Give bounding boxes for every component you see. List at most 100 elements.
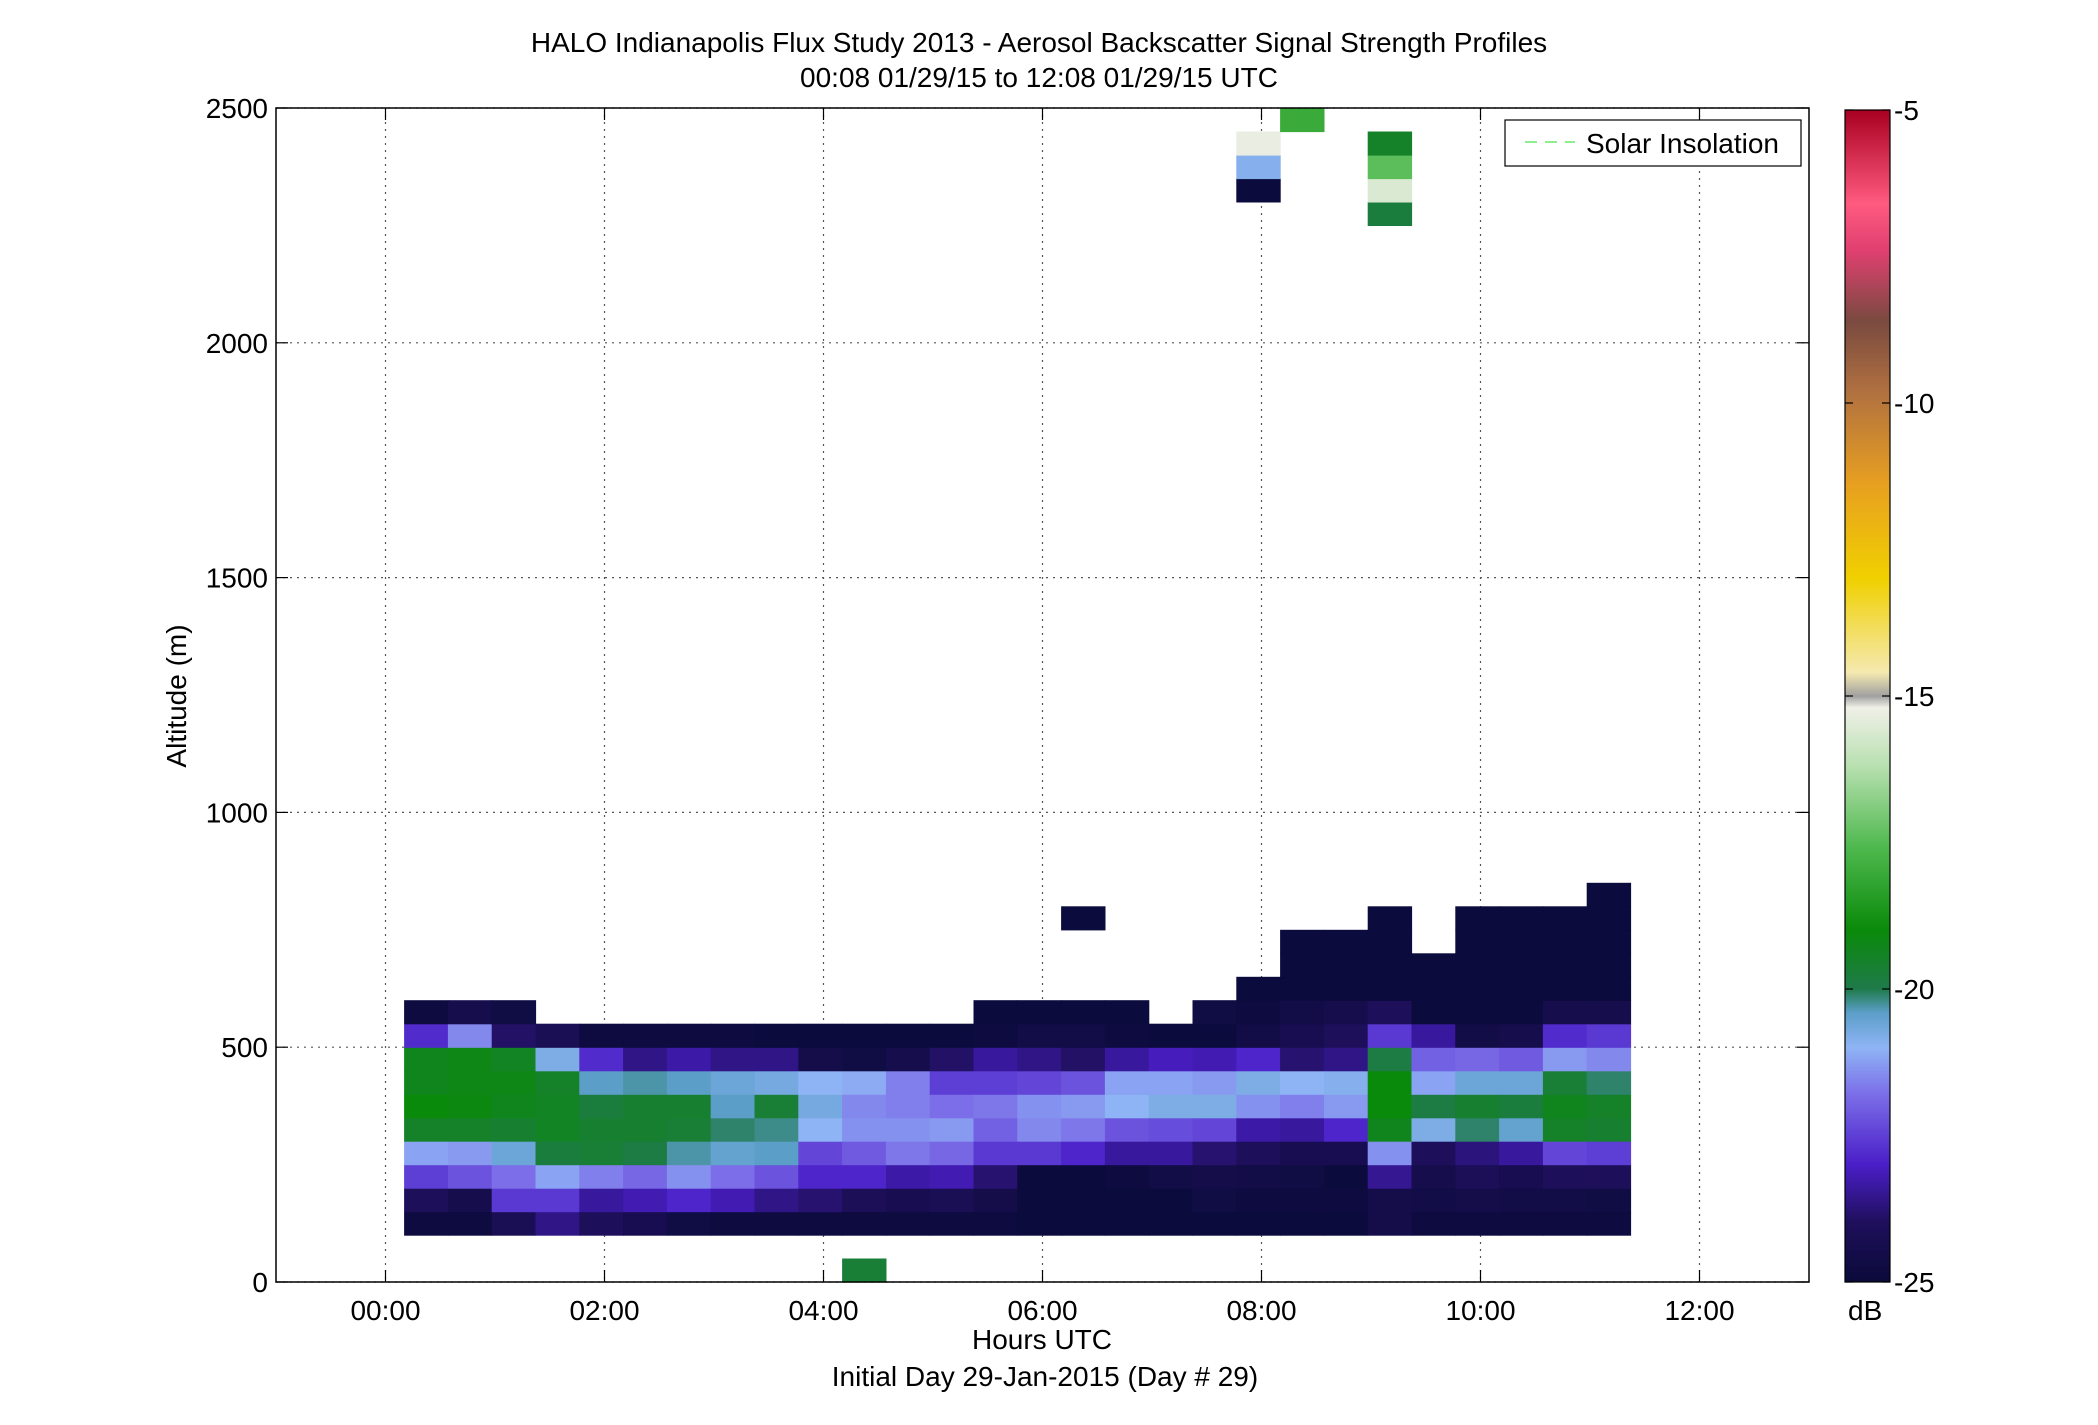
- heatmap-cell: [1542, 1164, 1588, 1189]
- heatmap-cell: [710, 1117, 756, 1142]
- heatmap-cell: [973, 1070, 1018, 1095]
- heatmap-cell: [798, 1211, 843, 1236]
- heatmap-cell: [1236, 178, 1281, 203]
- heatmap-cell: [1367, 929, 1413, 954]
- heatmap-cell: [1586, 929, 1632, 954]
- heatmap-cell: [710, 1164, 756, 1189]
- heatmap-cell: [754, 1141, 799, 1166]
- heatmap-cell: [1236, 1070, 1281, 1095]
- heatmap-cell: [1455, 976, 1500, 1001]
- heatmap-cell: [1017, 1000, 1062, 1025]
- heatmap-cell: [1542, 976, 1588, 1001]
- heatmap-cell: [579, 1141, 624, 1166]
- heatmap-cell: [491, 1094, 537, 1119]
- heatmap-cell: [1542, 1141, 1588, 1166]
- heatmap-cell: [1411, 1070, 1456, 1095]
- heatmap-cell: [491, 1070, 537, 1095]
- heatmap-cell: [1367, 1211, 1413, 1236]
- heatmap-cell: [1455, 1070, 1500, 1095]
- heatmap-cell: [447, 1047, 493, 1072]
- heatmap-cell: [1280, 1023, 1325, 1048]
- heatmap-cell: [710, 1188, 756, 1213]
- heatmap-cell: [1455, 1000, 1500, 1025]
- heatmap-cell: [1367, 1117, 1413, 1142]
- heatmap-cell: [1411, 1047, 1456, 1072]
- heatmap-cell: [666, 1047, 712, 1072]
- x-tick-label: 08:00: [1226, 1295, 1296, 1326]
- heatmap-cell: [1323, 1023, 1369, 1048]
- heatmap-cell: [447, 1000, 493, 1025]
- heatmap-cell: [973, 1164, 1018, 1189]
- heatmap-cell: [1499, 1023, 1544, 1048]
- heatmap-cell: [1367, 178, 1413, 203]
- heatmap-cell: [1236, 1094, 1281, 1119]
- colorbar-tick-label: -10: [1894, 388, 1934, 419]
- heatmap-cell: [579, 1117, 624, 1142]
- heatmap-cell: [1499, 1188, 1544, 1213]
- heatmap-cell: [842, 1117, 887, 1142]
- heatmap-cell: [798, 1094, 843, 1119]
- heatmap-cell: [1411, 1188, 1456, 1213]
- heatmap-cell: [885, 1141, 931, 1166]
- heatmap-cell: [1236, 976, 1281, 1001]
- heatmap-cell: [1542, 1070, 1588, 1095]
- heatmap-cell: [1586, 1047, 1632, 1072]
- heatmap-cell: [1411, 976, 1456, 1001]
- heatmap-cell: [623, 1047, 668, 1072]
- heatmap-cell: [929, 1188, 975, 1213]
- heatmap-cell: [404, 1188, 449, 1213]
- heatmap-cell: [1586, 1000, 1632, 1025]
- heatmap-cell: [798, 1141, 843, 1166]
- heatmap-cell: [1061, 1000, 1106, 1025]
- heatmap-cell: [929, 1141, 975, 1166]
- heatmap-cell: [491, 1023, 537, 1048]
- heatmap-cell: [1017, 1188, 1062, 1213]
- heatmap-cell: [1499, 1000, 1544, 1025]
- colorbar-ticks: -25 -20 -15 -10 -5: [1845, 95, 1934, 1298]
- heatmap-cell: [1148, 1211, 1194, 1236]
- heatmap-cell: [404, 1047, 449, 1072]
- heatmap-cell: [929, 1023, 975, 1048]
- heatmap-cells: [404, 108, 1632, 1283]
- heatmap-cell: [579, 1047, 624, 1072]
- heatmap-cell: [929, 1047, 975, 1072]
- heatmap-cell: [1192, 1211, 1237, 1236]
- heatmap-cell: [1542, 1047, 1588, 1072]
- y-tick-label: 2000: [206, 328, 268, 359]
- heatmap-cell: [754, 1023, 799, 1048]
- heatmap-cell: [754, 1094, 799, 1119]
- heatmap-cell: [1367, 1070, 1413, 1095]
- heatmap-cell: [1367, 1164, 1413, 1189]
- heatmap-cell: [623, 1094, 668, 1119]
- x-tick-label: 12:00: [1664, 1295, 1734, 1326]
- heatmap-cell: [798, 1023, 843, 1048]
- heatmap-cell: [404, 1164, 449, 1189]
- heatmap-cell: [1323, 1047, 1369, 1072]
- heatmap-cell: [1455, 1047, 1500, 1072]
- heatmap-cell: [1061, 1211, 1106, 1236]
- heatmap-cell: [1104, 1188, 1150, 1213]
- colorbar-label: dB: [1848, 1295, 1882, 1326]
- heatmap-cell: [1542, 1023, 1588, 1048]
- heatmap-cell: [1586, 953, 1632, 978]
- heatmap-cell: [1148, 1188, 1194, 1213]
- heatmap-cell: [1280, 1047, 1325, 1072]
- x-tick-label: 02:00: [569, 1295, 639, 1326]
- heatmap-cell: [404, 1117, 449, 1142]
- heatmap-cell: [1236, 1047, 1281, 1072]
- heatmap-cell: [1586, 1188, 1632, 1213]
- heatmap-cell: [623, 1164, 668, 1189]
- heatmap-cell: [491, 1047, 537, 1072]
- y-tick-label: 1000: [206, 797, 268, 828]
- heatmap-cell: [1542, 1117, 1588, 1142]
- heatmap-cell: [842, 1047, 887, 1072]
- x-tick-labels: 00:00 02:00 04:00 06:00 08:00 10:00 12:00: [350, 1295, 1734, 1326]
- heatmap-cell: [1017, 1141, 1062, 1166]
- heatmap-cell: [1323, 1070, 1369, 1095]
- colorbar-tick-label: -5: [1894, 95, 1919, 126]
- heatmap-cell: [885, 1164, 931, 1189]
- heatmap-cell: [579, 1094, 624, 1119]
- heatmap-cell: [754, 1164, 799, 1189]
- heatmap-cell: [1586, 906, 1632, 931]
